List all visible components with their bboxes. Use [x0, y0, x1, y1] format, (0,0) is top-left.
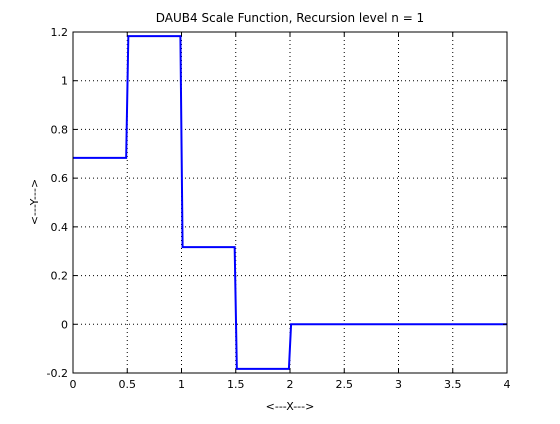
axis-ticks: 0 0.5 1 1.5 2 2.5 3 3.5 4-0.200.20.40.60.811.2 — [47, 26, 511, 391]
x-tick-label: 1 — [178, 378, 185, 391]
x-tick-label: 0.5 — [119, 378, 137, 391]
grid — [73, 32, 507, 373]
y-tick-label: 0.8 — [51, 123, 69, 136]
x-tick-label: 2 — [287, 378, 294, 391]
y-axis-label: <---Y---> — [28, 179, 41, 225]
x-axis-label: <---X---> — [266, 400, 315, 413]
series-line-0 — [73, 35, 507, 370]
x-tick-label: 1.5 — [227, 378, 245, 391]
x-tick-label: 3 — [395, 378, 402, 391]
y-tick-label: -0.2 — [47, 367, 68, 380]
chart-title: DAUB4 Scale Function, Recursion level n … — [156, 11, 424, 25]
y-tick-label: 0.2 — [51, 270, 69, 283]
series-layer — [73, 35, 507, 370]
y-tick-label: 0.4 — [51, 221, 69, 234]
y-tick-label: 0 — [61, 318, 68, 331]
y-tick-label: 1 — [61, 75, 68, 88]
x-tick-label: 3.5 — [444, 378, 462, 391]
y-tick-label: 0.6 — [51, 172, 69, 185]
x-tick-label: 0 — [70, 378, 77, 391]
x-tick-label: 2.5 — [336, 378, 354, 391]
y-tick-label: 1.2 — [51, 26, 69, 39]
x-tick-label: 4 — [504, 378, 511, 391]
plot-area — [72, 31, 508, 374]
